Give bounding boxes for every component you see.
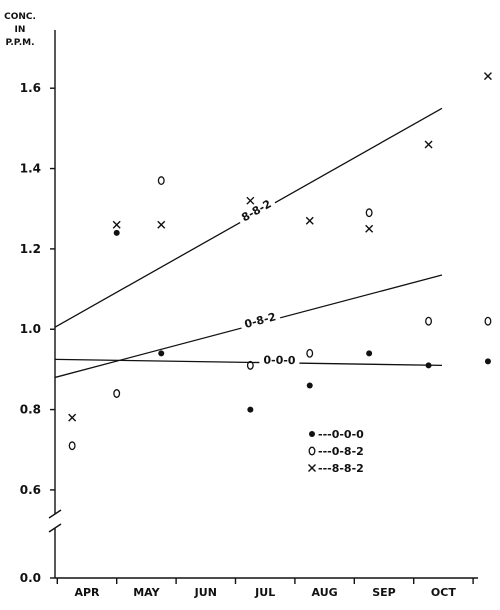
trend-label-background [235,195,277,226]
y-axis-title-line-3: P.P.M. [5,38,34,48]
legend: ---0-0-0 ---0-8-2 ---8-8-2 [308,428,364,475]
marker-x-stroke [483,72,492,81]
y-axis-title-line-2: IN [15,25,26,35]
marker-x-stroke [246,196,255,205]
data-point-8-8-2 [246,196,255,205]
x-tick-label: AUG [312,586,338,599]
x-axis-ticks: APR MAY JUN JUL AUG SEP OCT [56,578,474,599]
legend-entry-0-0-0: ---0-0-0 [318,428,364,441]
trend-lines: 0-0-0 0-8-2 8-8-2 [54,107,443,379]
marker-x-stroke [68,413,77,422]
y-axis-title: CONC. IN P.P.M. [4,12,36,48]
legend-marker-0-8-2 [308,446,316,456]
data-point-0-8-2 [306,348,314,358]
x-tick-label: JUL [254,586,275,599]
data-point-0-0-0 [247,406,254,413]
data-point-0-8-2 [157,176,165,186]
data-point-0-8-2 [113,389,121,398]
legend-entry-0-8-2: ---0-8-2 [318,445,364,458]
data-points [68,72,492,451]
legend-marker-8-8-2 [308,464,316,472]
marker-x-stroke [308,464,316,472]
y-tick-label: 1.0 [20,322,41,336]
data-point-0-8-2 [246,360,254,370]
y-tick-label: 0.6 [20,483,41,497]
data-point-8-8-2 [157,220,166,229]
x-tick-label: SEP [372,586,396,599]
data-point-0-0-0 [113,229,120,236]
axes [48,30,478,579]
legend-marker-0-0-0 [309,431,315,437]
marker-x-stroke [112,220,121,229]
data-point-8-8-2 [483,72,492,81]
x-tick-label: MAY [133,586,160,599]
trend-label-8-8-2: 8-8-2 [239,197,273,224]
marker-x-stroke [365,224,374,233]
trend-label-background [239,309,281,332]
data-point-0-8-2 [365,208,373,218]
y-axis-ticks: 0.0 0.6 0.8 1.0 1.2 1.4 1.6 [20,81,55,585]
y-tick-label: 1.6 [20,81,41,95]
y-tick-label: 0.8 [20,403,41,417]
data-point-8-8-2 [424,140,433,149]
data-point-0-8-2 [425,316,432,326]
legend-entry-8-8-2: ---8-8-2 [318,462,364,475]
y-tick-label: 1.2 [20,242,41,256]
x-tick-label: APR [74,586,100,599]
trend-label-background [259,353,300,367]
y-tick-label: 1.4 [20,162,41,176]
data-point-0-0-0 [158,350,165,357]
y-tick-label: 0.0 [20,571,41,585]
axis-break-mark-upper [48,509,62,519]
data-point-0-0-0 [425,362,432,369]
marker-x-stroke [157,220,166,229]
data-point-8-8-2 [365,224,374,233]
marker-x-stroke [305,216,314,225]
x-tick-label: JUN [194,586,217,599]
x-tick-label: OCT [431,586,456,599]
data-point-8-8-2 [112,220,121,229]
trend-label-0-0-0: 0-0-0 [263,354,296,368]
data-point-0-0-0 [366,350,373,357]
data-point-0-0-0 [484,358,491,365]
data-point-0-8-2 [68,441,76,451]
y-axis-title-line-1: CONC. [4,12,36,22]
data-point-0-0-0 [306,382,313,389]
axis-break-mark-lower [48,523,62,533]
trend-label-0-8-2: 0-8-2 [243,310,277,331]
data-point-8-8-2 [305,216,314,225]
data-point-8-8-2 [68,413,77,422]
marker-x-stroke [424,140,433,149]
data-point-0-8-2 [484,316,492,326]
